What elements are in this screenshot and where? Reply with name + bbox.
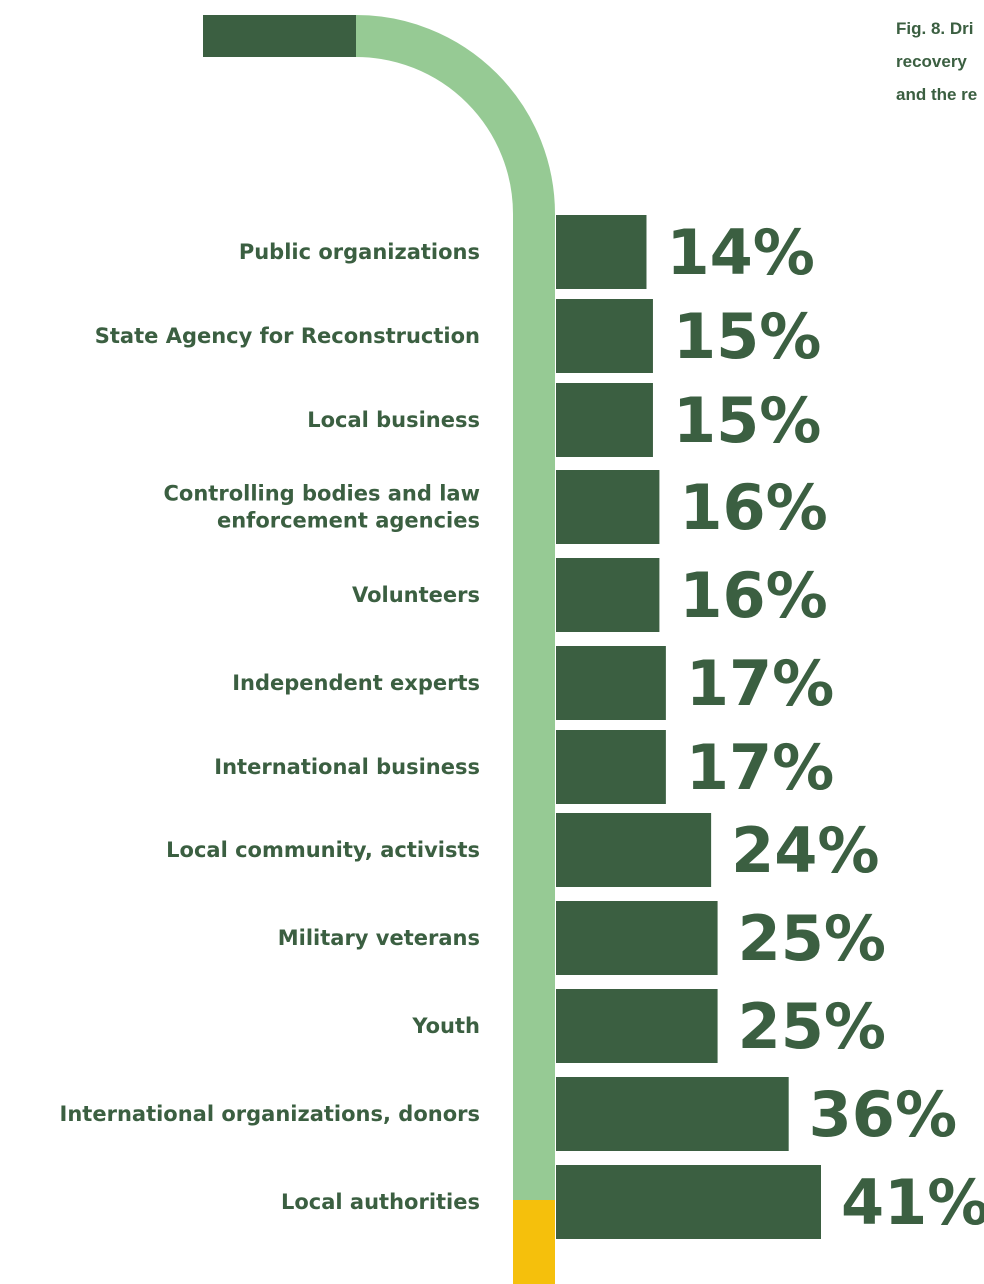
value-label: 16%: [679, 559, 827, 632]
caption-line-1: Fig. 8. Dri: [896, 19, 974, 38]
category-label: Youth: [411, 1014, 480, 1038]
value-label: 15%: [673, 384, 821, 457]
category-label: Military veterans: [278, 926, 480, 950]
track-curve: [203, 15, 555, 1200]
bar: [556, 901, 718, 975]
category-label: enforcement agencies: [217, 509, 480, 533]
category-label: International organizations, donors: [60, 1102, 480, 1126]
value-label: 25%: [738, 902, 886, 975]
bar: [556, 1165, 821, 1239]
value-label: 14%: [666, 216, 814, 289]
category-label: Volunteers: [352, 583, 480, 607]
bar: [556, 299, 653, 373]
bar: [556, 215, 647, 289]
bars-group: 14% Public organizations 15% State Agency f…: [60, 215, 984, 1239]
caption-line-2: recovery: [896, 52, 967, 71]
category-label: Local authorities: [281, 1190, 480, 1214]
bar: [556, 470, 660, 544]
value-label: 24%: [731, 814, 879, 887]
category-label: Controlling bodies and law: [164, 482, 480, 506]
bar: [556, 646, 666, 720]
value-label: 25%: [738, 990, 886, 1063]
category-label: Independent experts: [232, 671, 480, 695]
figure-caption: Fig. 8. Dri recovery and the re: [896, 12, 984, 111]
value-label: 41%: [841, 1166, 984, 1239]
value-label: 17%: [686, 647, 834, 720]
category-label: Public organizations: [239, 240, 480, 264]
track-yellow-end: [513, 1200, 555, 1284]
value-label: 17%: [686, 731, 834, 804]
value-label: 15%: [673, 300, 821, 373]
category-label: Local community, activists: [166, 838, 480, 862]
bar: [556, 989, 718, 1063]
value-label: 36%: [809, 1078, 957, 1151]
track-dark-cap: [203, 15, 356, 57]
caption-line-3: and the re: [896, 85, 978, 104]
bar: [556, 813, 712, 887]
category-label: International business: [214, 755, 480, 779]
bar: [556, 383, 653, 457]
value-label: 16%: [679, 471, 827, 544]
category-label: State Agency for Reconstruction: [95, 324, 480, 348]
bar: [556, 1077, 789, 1151]
category-label: Local business: [307, 408, 480, 432]
bar: [556, 558, 660, 632]
bar: [556, 730, 666, 804]
